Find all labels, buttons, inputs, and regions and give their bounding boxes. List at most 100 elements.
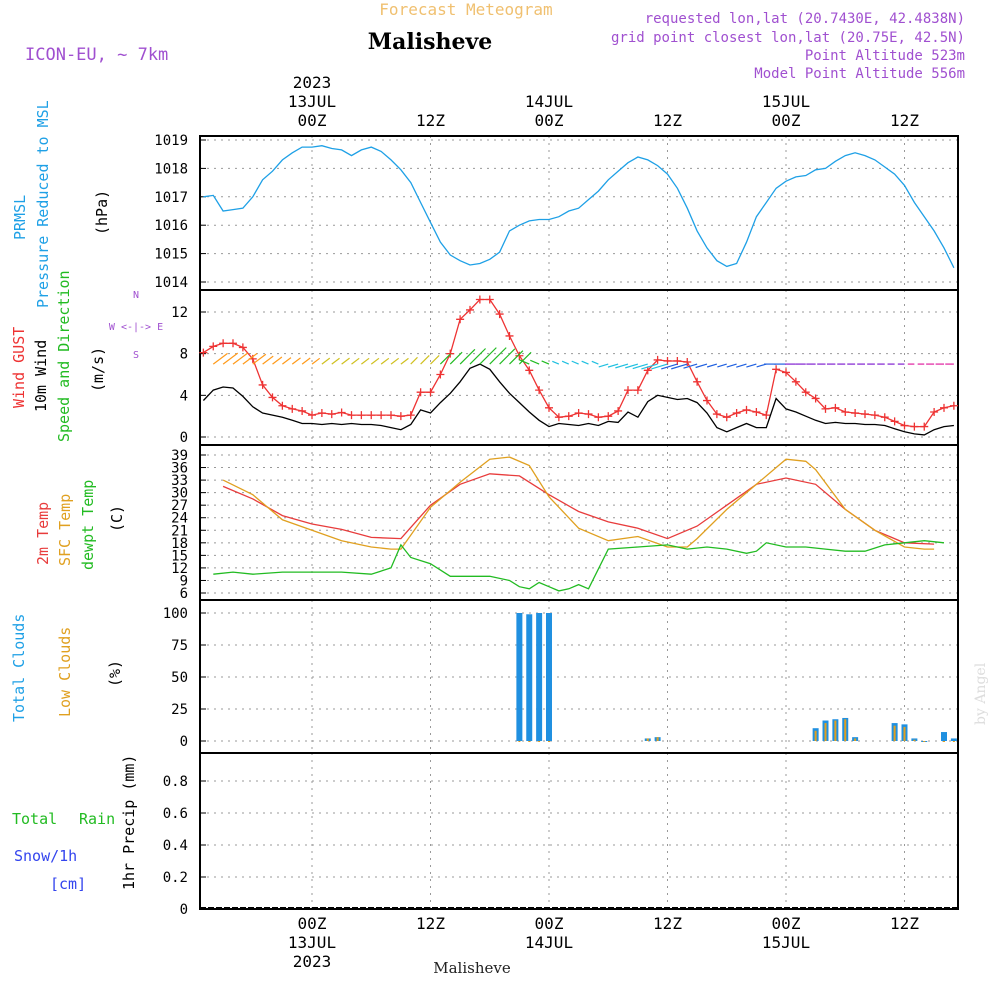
gust-marker <box>574 409 583 418</box>
gust-marker <box>466 305 474 314</box>
wind-arrow <box>541 360 550 365</box>
wind-arrow <box>301 357 311 365</box>
wind-arrow <box>706 363 718 368</box>
gust-marker <box>693 377 702 386</box>
gust-marker <box>841 408 850 416</box>
low-cloud-bar <box>903 726 906 741</box>
temperature-ytick-label: 27 <box>171 498 188 514</box>
gust-marker <box>367 411 376 420</box>
precip-unit-label: 1hr Precip (mm) <box>120 755 138 890</box>
wind-arrow <box>683 363 698 369</box>
rain-label: Rain <box>79 810 115 828</box>
wind-arrow <box>746 363 757 368</box>
temperature-ytick-label: 24 <box>171 511 188 527</box>
wind-arrow <box>651 363 668 370</box>
dewpt-label: dewpt Temp <box>79 480 97 570</box>
prmsl-series-line <box>203 145 955 269</box>
gust-marker <box>268 393 277 402</box>
wind-arrow <box>571 360 579 365</box>
precip-ytick-label: 0.2 <box>163 870 188 886</box>
pressure-desc-label: Pressure Reduced to MSL <box>34 100 52 308</box>
pressure-panel: 1014 1015 1016 1017 1018 1019 <box>154 133 959 291</box>
pressure-panel-labels: PRMSL Pressure Reduced to MSL (hPa) <box>11 100 111 308</box>
gust-marker <box>258 380 267 389</box>
wind-arrow <box>615 363 629 369</box>
temperature-ytick-label: 6 <box>180 586 188 602</box>
top-title: Forecast Meteogram <box>379 0 552 19</box>
gust-marker <box>870 411 879 420</box>
wind-ytick-label: 12 <box>171 305 188 321</box>
wind-arrow <box>212 352 228 365</box>
pressure-frame <box>199 135 959 291</box>
clouds-ytick-label: 0 <box>180 734 188 750</box>
gust-marker <box>762 411 771 420</box>
temperature-ytick-label: 18 <box>171 536 188 552</box>
wind-arrow <box>489 347 507 365</box>
gust-marker <box>377 411 386 420</box>
bottom-time-label: 13JUL <box>288 933 336 952</box>
wind-arrow <box>499 348 516 365</box>
snow-unit-label: [cm] <box>50 875 86 893</box>
wind-arrow <box>449 351 463 365</box>
wind-arrow <box>370 357 380 365</box>
gust-marker <box>495 310 504 319</box>
low-cloud-bar <box>646 738 649 741</box>
gust-marker <box>229 339 237 348</box>
wind-arrow <box>530 359 540 365</box>
temperature-ytick-label: 21 <box>171 523 188 539</box>
wind-arrow <box>607 363 619 368</box>
gust-marker <box>742 405 751 414</box>
wind-panel: 0 4 8 12 <box>171 289 959 446</box>
compass-west-east: W <-|-> E <box>109 322 163 333</box>
top-time-label: 12Z <box>653 111 682 130</box>
temperature-ytick-label: 9 <box>180 573 188 589</box>
wind-arrow <box>598 363 609 368</box>
wind-arrow <box>341 357 350 365</box>
gust-marker <box>821 404 830 413</box>
wind-arrow <box>625 363 639 369</box>
gust-marker <box>673 356 682 365</box>
low-cloud-bar <box>656 737 659 741</box>
gust-marker <box>337 408 346 417</box>
bottom-time-label: 00Z <box>298 914 327 933</box>
wind-arrow <box>671 363 688 370</box>
wind-arrow <box>430 354 440 365</box>
bottom-time-label: 2023 <box>293 952 332 971</box>
gust-marker <box>396 412 405 421</box>
gust-marker <box>515 351 524 360</box>
wind-arrow <box>591 360 599 365</box>
gust-marker <box>653 355 662 364</box>
gust-marker <box>317 409 326 418</box>
total-cloud-bar <box>536 613 543 741</box>
wind-frame <box>199 289 959 446</box>
temperature-ytick-label: 33 <box>171 473 188 489</box>
compass-north: N <box>133 290 139 301</box>
precip-ytick-label: 0.4 <box>163 838 188 854</box>
gust-marker <box>801 388 810 397</box>
low-cloud-bar <box>824 723 827 741</box>
wind-ytick-label: 8 <box>180 347 188 363</box>
bottom-time-label: 15JUL <box>762 933 810 952</box>
clouds-ytick-label: 100 <box>163 606 188 622</box>
wind-arrow <box>252 353 267 365</box>
bottom-time-label: 00Z <box>535 914 564 933</box>
gust-marker <box>633 386 642 395</box>
gust-marker <box>288 404 297 413</box>
gust-marker <box>722 413 731 422</box>
pressure-ytick-label: 1015 <box>154 247 188 263</box>
cloud-panel-labels: Total Clouds Low Clouds (%) <box>10 614 124 722</box>
wind-arrow <box>479 347 497 365</box>
gust-marker <box>900 421 909 430</box>
wind-arrow <box>581 360 589 365</box>
wind10m-label: 10m Wind <box>32 340 50 412</box>
wind10m-series-line <box>202 363 954 436</box>
low-cloud-bar <box>548 741 550 742</box>
model-altitude: Model Point Altitude 556m <box>754 66 965 82</box>
gust-marker <box>940 403 948 412</box>
point-altitude: Point Altitude 523m <box>805 48 965 64</box>
bottom-time-label: 00Z <box>772 914 801 933</box>
top-time-label: 12Z <box>416 111 445 130</box>
wind-arrow <box>262 355 274 365</box>
